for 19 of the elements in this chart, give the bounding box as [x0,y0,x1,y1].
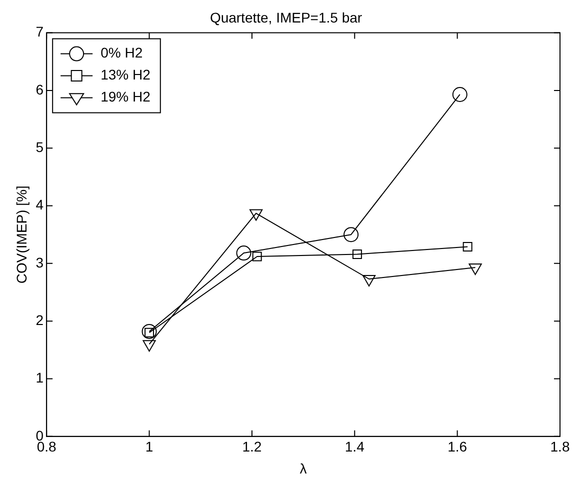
y-tick-label: 4 [36,196,44,213]
legend-label: 13% H2 [100,66,151,83]
y-tick-label: 6 [36,81,44,98]
legend-label: 0% H2 [100,44,143,61]
y-tick-label: 2 [36,312,44,328]
x-axis-title: λ [300,460,307,476]
x-tick-label: 1.6 [448,438,468,455]
x-tick-label: 1.4 [344,438,365,455]
chart-title: Quartette, IMEP=1.5 bar [210,9,362,26]
x-tick-label: 1 [145,438,154,455]
x-tick-label: 1.2 [242,438,262,455]
y-tick-label: 7 [36,24,44,40]
legend-label: 19% H2 [100,88,151,105]
x-tick-label: 1.8 [550,438,570,455]
y-tick-label: 5 [36,138,44,155]
y-tick-label: 3 [36,254,44,270]
y-axis-title: COV(IMEP) [%] [13,186,30,284]
y-tick-label: 1 [36,370,44,386]
y-tick-label: 0 [36,427,44,444]
